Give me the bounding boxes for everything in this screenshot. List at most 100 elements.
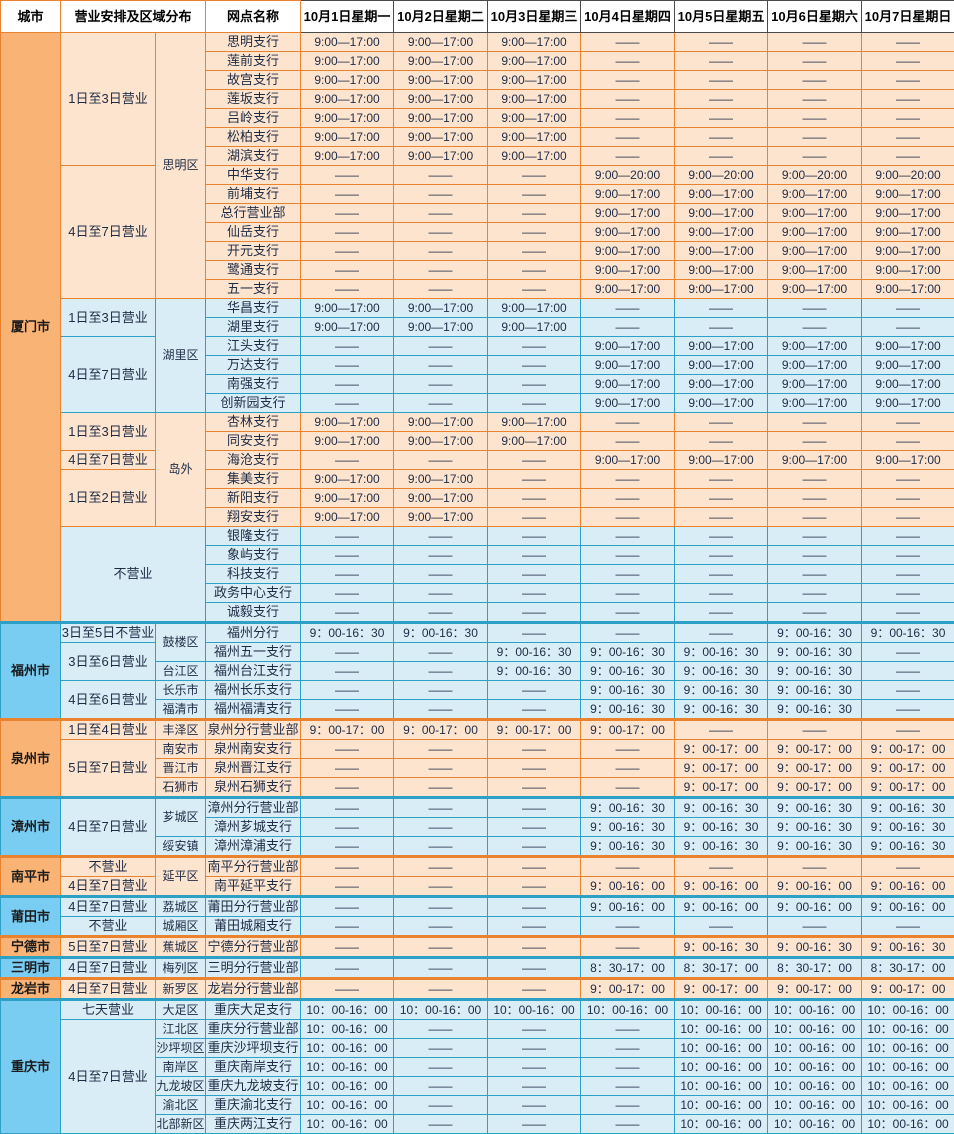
- hours-cell-day1: 9:00—17:00: [301, 318, 394, 337]
- hours-cell-day2: ——: [394, 337, 488, 356]
- branch-name-cell: 重庆分行营业部: [206, 1020, 301, 1039]
- hours-cell-day1: ——: [301, 681, 394, 700]
- district-cell: 九龙坡区: [156, 1077, 206, 1096]
- hours-cell-day3: ——: [488, 778, 581, 798]
- hours-cell-day6: ——: [768, 720, 862, 740]
- branch-name-cell: 莆田城厢支行: [206, 917, 301, 937]
- hours-cell-day4: 9:00—17:00: [581, 337, 675, 356]
- hours-cell-day5: ——: [675, 623, 768, 643]
- hours-cell-day6: ——: [768, 508, 862, 527]
- hours-cell-day6: ——: [768, 128, 862, 147]
- hours-cell-day5: ——: [675, 71, 768, 90]
- hours-cell-day6: ——: [768, 857, 862, 877]
- table-row: 南平市不营业延平区南平分行营业部——————————————: [1, 857, 954, 877]
- hours-cell-day7: ——: [862, 432, 954, 451]
- city-cell: 重庆市: [1, 1000, 61, 1134]
- hours-cell-day6: ——: [768, 90, 862, 109]
- hours-cell-day1: 9:00—17:00: [301, 52, 394, 71]
- hours-cell-day2: ——: [394, 185, 488, 204]
- hours-cell-day6: 9：00-16：30: [768, 818, 862, 837]
- district-cell: 渝北区: [156, 1096, 206, 1115]
- hours-cell-day3: 9:00—17:00: [488, 147, 581, 166]
- hours-cell-day6: ——: [768, 565, 862, 584]
- hours-cell-day2: ——: [394, 166, 488, 185]
- hours-cell-day4: ——: [581, 470, 675, 489]
- hours-cell-day5: ——: [675, 546, 768, 565]
- header-branch-name: 网点名称: [206, 1, 301, 33]
- hours-cell-day2: 9:00—17:00: [394, 413, 488, 432]
- branch-name-cell: 福州分行: [206, 623, 301, 643]
- district-cell: 北部新区: [156, 1115, 206, 1134]
- hours-cell-day1: ——: [301, 877, 394, 897]
- hours-cell-day5: 9：00-16：30: [675, 798, 768, 818]
- hours-cell-day7: ——: [862, 147, 954, 166]
- hours-cell-day5: 10：00-16：00: [675, 1115, 768, 1134]
- city-cell: 南平市: [1, 857, 61, 897]
- hours-cell-day2: ——: [394, 603, 488, 623]
- hours-cell-day1: 9:00—17:00: [301, 432, 394, 451]
- hours-cell-day5: 9：00-17：00: [675, 740, 768, 759]
- hours-cell-day5: 9:00—17:00: [675, 394, 768, 413]
- hours-cell-day1: ——: [301, 394, 394, 413]
- hours-cell-day6: ——: [768, 432, 862, 451]
- hours-cell-day5: ——: [675, 603, 768, 623]
- hours-cell-day6: 9:00—17:00: [768, 451, 862, 470]
- hours-cell-day3: ——: [488, 877, 581, 897]
- branch-name-cell: 福州五一支行: [206, 643, 301, 662]
- hours-cell-day5: 9：00-16：30: [675, 662, 768, 681]
- hours-cell-day3: 9:00—17:00: [488, 318, 581, 337]
- hours-cell-day2: ——: [394, 937, 488, 958]
- schedule-cell: 4日至7日营业: [61, 958, 156, 979]
- hours-cell-day4: ——: [581, 603, 675, 623]
- hours-cell-day7: 10：00-16：00: [862, 1039, 954, 1058]
- branch-name-cell: 宁德分行营业部: [206, 937, 301, 958]
- hours-cell-day4: 9：00-16：30: [581, 798, 675, 818]
- hours-cell-day7: ——: [862, 720, 954, 740]
- district-cell: 梅列区: [156, 958, 206, 979]
- hours-cell-day2: ——: [394, 546, 488, 565]
- hours-cell-day4: ——: [581, 52, 675, 71]
- hours-cell-day2: 9:00—17:00: [394, 470, 488, 489]
- branch-name-cell: 福州长乐支行: [206, 681, 301, 700]
- hours-cell-day4: 9:00—17:00: [581, 242, 675, 261]
- hours-cell-day2: 9:00—17:00: [394, 52, 488, 71]
- hours-cell-day1: 9:00—17:00: [301, 33, 394, 52]
- hours-cell-day3: 9:00—17:00: [488, 33, 581, 52]
- hours-cell-day4: ——: [581, 109, 675, 128]
- hours-cell-day5: ——: [675, 128, 768, 147]
- hours-cell-day6: 9：00-17：00: [768, 778, 862, 798]
- hours-cell-day6: 9:00—17:00: [768, 394, 862, 413]
- branch-name-cell: 仙岳支行: [206, 223, 301, 242]
- hours-cell-day5: 9:00—17:00: [675, 356, 768, 375]
- hours-cell-day2: ——: [394, 917, 488, 937]
- hours-cell-day2: ——: [394, 451, 488, 470]
- branch-name-cell: 重庆九龙坡支行: [206, 1077, 301, 1096]
- hours-cell-day5: 9:00—17:00: [675, 337, 768, 356]
- schedule-cell: 4日至7日营业: [61, 979, 156, 1000]
- hours-cell-day2: 9:00—17:00: [394, 432, 488, 451]
- hours-cell-day7: 9:00—17:00: [862, 223, 954, 242]
- hours-cell-day5: 9:00—17:00: [675, 375, 768, 394]
- branch-name-cell: 南平分行营业部: [206, 857, 301, 877]
- hours-cell-day4: 9：00-16：30: [581, 643, 675, 662]
- hours-cell-day4: 9：00-17：00: [581, 979, 675, 1000]
- district-cell: 岛外: [156, 413, 206, 527]
- hours-cell-day3: ——: [488, 565, 581, 584]
- hours-cell-day1: 10：00-16：00: [301, 1058, 394, 1077]
- hours-cell-day3: ——: [488, 356, 581, 375]
- hours-cell-day4: 9：00-16：30: [581, 837, 675, 857]
- hours-cell-day6: 9:00—17:00: [768, 204, 862, 223]
- district-cell: 福清市: [156, 700, 206, 720]
- hours-cell-day1: 9:00—17:00: [301, 489, 394, 508]
- hours-cell-day5: ——: [675, 109, 768, 128]
- hours-cell-day2: ——: [394, 356, 488, 375]
- hours-cell-day3: 9:00—17:00: [488, 413, 581, 432]
- hours-cell-day3: ——: [488, 798, 581, 818]
- hours-cell-day3: ——: [488, 603, 581, 623]
- hours-cell-day4: ——: [581, 1039, 675, 1058]
- hours-cell-day3: ——: [488, 1077, 581, 1096]
- schedule-cell: 不营业: [61, 857, 156, 877]
- hours-cell-day4: ——: [581, 71, 675, 90]
